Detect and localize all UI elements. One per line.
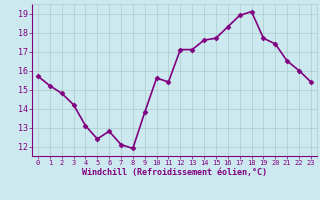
X-axis label: Windchill (Refroidissement éolien,°C): Windchill (Refroidissement éolien,°C)	[82, 168, 267, 177]
